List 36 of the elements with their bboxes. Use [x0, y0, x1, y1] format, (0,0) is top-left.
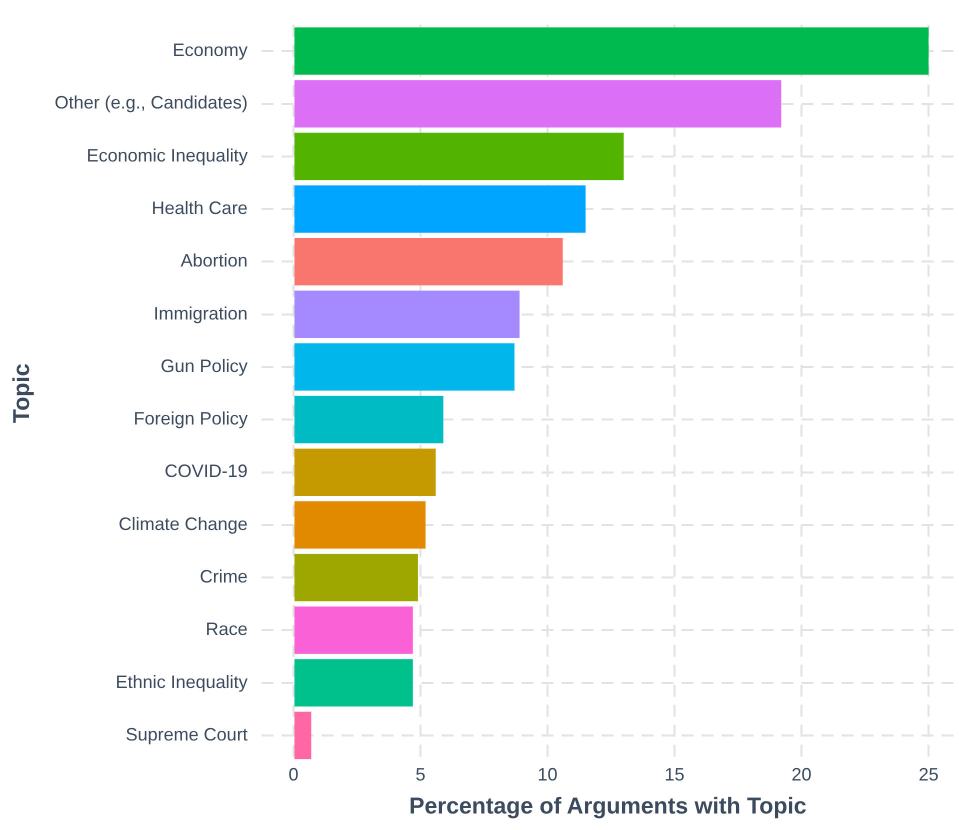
- y-tick-label: Crime: [200, 566, 248, 587]
- bar: [294, 27, 929, 75]
- bar: [294, 606, 413, 654]
- y-tick-label: Health Care: [152, 198, 248, 218]
- x-tick-label: 25: [918, 764, 939, 785]
- y-tick-label: Ethnic Inequality: [116, 672, 248, 692]
- bar: [294, 712, 312, 760]
- y-tick-label: Immigration: [154, 303, 248, 324]
- x-tick-label: 0: [288, 764, 298, 785]
- x-tick-label: 10: [537, 764, 558, 785]
- bar: [294, 80, 782, 128]
- y-tick-label: Supreme Court: [126, 724, 248, 744]
- bar: [294, 659, 413, 707]
- bar: [294, 448, 436, 496]
- y-tick-label: COVID-19: [164, 461, 248, 482]
- y-tick-label: Climate Change: [118, 514, 248, 534]
- bar: [294, 343, 514, 391]
- y-tick-label: Other (e.g., Candidates): [54, 92, 248, 113]
- y-tick-label: Abortion: [180, 250, 248, 271]
- x-axis-title: Percentage of Arguments with Topic: [409, 792, 807, 819]
- bar: [294, 132, 624, 180]
- x-tick-label: 15: [664, 764, 685, 785]
- bar: [294, 238, 563, 286]
- y-tick-label: Economic Inequality: [86, 145, 248, 166]
- bar: [294, 290, 520, 338]
- y-tick-label: Gun Policy: [160, 356, 248, 376]
- y-axis-title: Topic: [8, 363, 34, 424]
- x-tick-label: 20: [792, 764, 812, 785]
- bar: [294, 501, 426, 549]
- x-tick-label: 5: [415, 764, 426, 785]
- y-tick-label: Economy: [172, 40, 248, 60]
- y-tick-label: Foreign Policy: [134, 408, 248, 429]
- bar: [294, 554, 418, 602]
- bar: [294, 396, 444, 444]
- y-tick-label: Race: [206, 619, 248, 640]
- bar: [294, 185, 586, 233]
